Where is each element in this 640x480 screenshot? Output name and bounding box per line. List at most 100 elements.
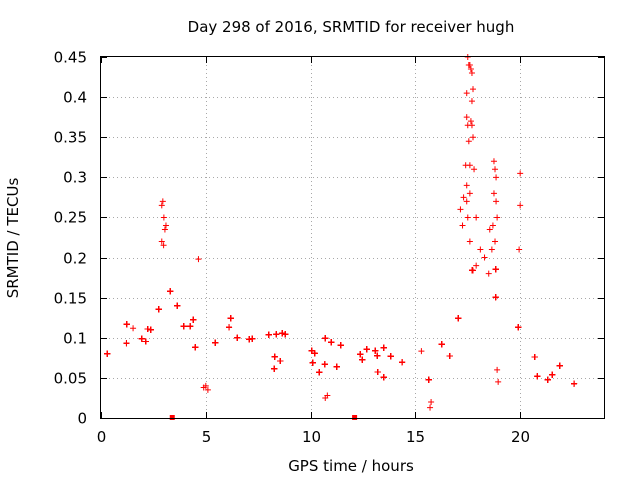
- data-point: [489, 222, 496, 229]
- data-point: [282, 331, 289, 338]
- data-point: [492, 294, 499, 301]
- data-point: [470, 86, 477, 93]
- data-point: [265, 331, 272, 338]
- data-point: [469, 267, 476, 274]
- data-point: [490, 158, 497, 165]
- data-point: [488, 246, 495, 253]
- data-point: [493, 174, 500, 181]
- data-point: [104, 350, 111, 357]
- data-point: [324, 392, 331, 399]
- data-point: [226, 324, 233, 331]
- data-point: [470, 134, 477, 141]
- data-point: [147, 326, 154, 333]
- data-point: [337, 342, 344, 349]
- data-point: [277, 357, 284, 364]
- data-point: [399, 359, 406, 366]
- data-point: [190, 316, 197, 323]
- data-point: [467, 66, 474, 73]
- data-point: [144, 325, 151, 332]
- data-point: [468, 122, 475, 129]
- data-point: [212, 339, 219, 346]
- data-point: [174, 302, 181, 309]
- y-tick-label: 0.15: [54, 290, 87, 308]
- data-points: [104, 54, 578, 411]
- grid: [101, 57, 604, 418]
- data-point: [466, 190, 473, 197]
- data-point: [428, 398, 435, 405]
- data-point: [490, 190, 497, 197]
- x-tick-label: 0: [97, 428, 107, 446]
- data-point: [486, 226, 493, 233]
- y-axis-label: SRMTID / TECUs: [4, 178, 22, 299]
- data-point: [517, 170, 524, 177]
- data-point: [234, 334, 241, 341]
- data-point: [531, 353, 538, 360]
- data-point: [544, 376, 551, 383]
- data-point: [130, 325, 137, 332]
- data-point: [227, 315, 234, 322]
- x-tick-label: 5: [202, 428, 212, 446]
- data-point: [187, 323, 194, 330]
- data-point: [316, 369, 323, 376]
- data-point: [322, 335, 329, 342]
- data-point: [515, 324, 522, 331]
- data-point: [465, 138, 472, 145]
- data-point: [463, 90, 470, 97]
- data-point: [249, 335, 256, 342]
- data-point: [160, 242, 167, 249]
- data-point: [481, 254, 488, 261]
- data-point: [485, 270, 492, 277]
- data-point: [468, 98, 475, 105]
- data-point: [493, 198, 500, 205]
- y-tick-label: 0.3: [63, 169, 87, 187]
- data-point: [556, 362, 563, 369]
- data-point: [142, 338, 149, 345]
- data-point: [192, 344, 199, 351]
- data-point: [380, 344, 387, 351]
- data-point: [467, 118, 474, 125]
- data-point: [158, 202, 165, 209]
- data-point: [463, 198, 470, 205]
- data-point: [311, 350, 318, 357]
- data-point: [328, 339, 335, 346]
- data-point: [309, 359, 316, 366]
- data-point: [271, 353, 278, 360]
- data-point: [204, 386, 211, 393]
- data-point: [273, 331, 280, 338]
- data-point: [549, 371, 556, 378]
- data-point: [463, 182, 470, 189]
- data-gap-marker: [169, 415, 175, 420]
- data-point: [517, 202, 524, 209]
- data-point: [158, 238, 165, 245]
- data-point: [333, 363, 340, 370]
- data-point: [492, 238, 499, 245]
- data-point: [473, 262, 480, 269]
- data-point: [492, 166, 499, 173]
- data-point: [455, 315, 462, 322]
- data-point: [380, 374, 387, 381]
- axis-ticks: 0 5 10 15 20 0 0.05 0.1 0.15 0.2 0.25 0.3 0.35 0.4 0.4…: [54, 49, 604, 446]
- data-point: [200, 384, 207, 391]
- data-point: [571, 380, 578, 387]
- data-point: [471, 166, 478, 173]
- x-tick-label: 15: [406, 428, 425, 446]
- data-point: [271, 365, 278, 372]
- data-point: [494, 214, 501, 221]
- data-point: [246, 336, 253, 343]
- data-point: [438, 341, 445, 348]
- y-tick-label: 0.05: [54, 370, 87, 388]
- data-point: [477, 246, 484, 253]
- data-point: [372, 347, 379, 354]
- data-gap-marker: [352, 415, 358, 420]
- data-point: [308, 347, 315, 354]
- data-point: [123, 321, 130, 328]
- y-tick-label: 0.25: [54, 209, 87, 227]
- data-point: [161, 226, 168, 233]
- data-point: [160, 214, 167, 221]
- data-point: [427, 404, 434, 411]
- chart-title: Day 298 of 2016, SRMTID for receiver hug…: [188, 18, 515, 36]
- data-point: [466, 62, 473, 69]
- data-point: [460, 194, 467, 201]
- y-tick-label: 0.4: [63, 89, 87, 107]
